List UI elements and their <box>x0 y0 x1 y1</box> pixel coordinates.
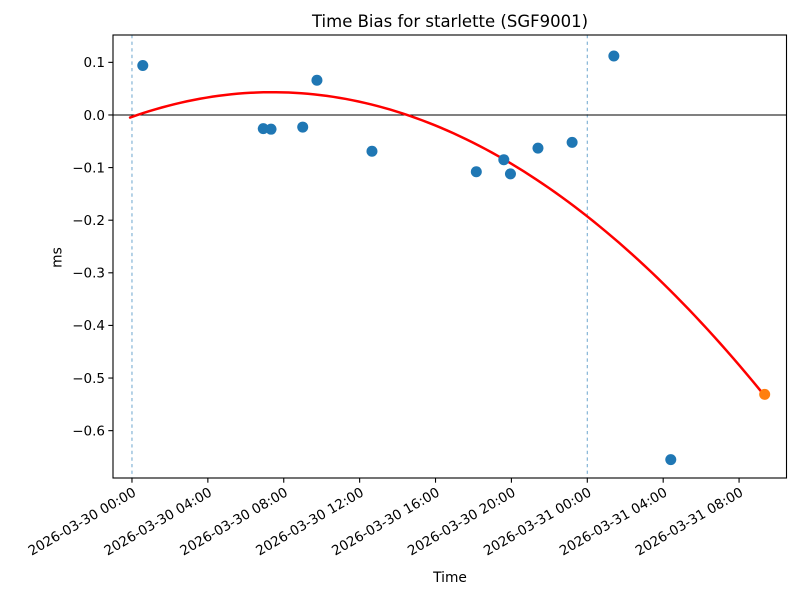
predicted-point <box>759 388 771 400</box>
y-tick-label: −0.6 <box>72 423 105 439</box>
y-axis-label: ms <box>49 247 66 268</box>
y-tick-label: −0.5 <box>72 371 105 387</box>
data-point <box>470 166 482 178</box>
data-point <box>265 123 277 135</box>
data-point <box>498 154 510 166</box>
data-point <box>665 454 677 466</box>
y-tick-label: −0.3 <box>72 266 105 282</box>
y-tick-label: 0.1 <box>84 55 105 71</box>
x-axis-label: Time <box>433 570 467 586</box>
data-point <box>366 145 378 157</box>
data-point <box>137 60 149 72</box>
y-tick-label: 0.0 <box>84 108 105 124</box>
fit-curve <box>128 90 766 398</box>
y-tick-label: −0.2 <box>72 213 105 229</box>
data-point <box>566 136 578 148</box>
data-point <box>311 74 323 86</box>
plot-border <box>112 34 788 479</box>
data-point <box>532 142 544 154</box>
y-tick-label: −0.4 <box>72 318 105 334</box>
data-point <box>297 121 309 133</box>
chart-title: Time Bias for starlette (SGF9001) <box>311 12 589 31</box>
data-point <box>608 50 620 62</box>
data-point <box>504 168 516 180</box>
y-tick-label: −0.1 <box>72 160 105 176</box>
